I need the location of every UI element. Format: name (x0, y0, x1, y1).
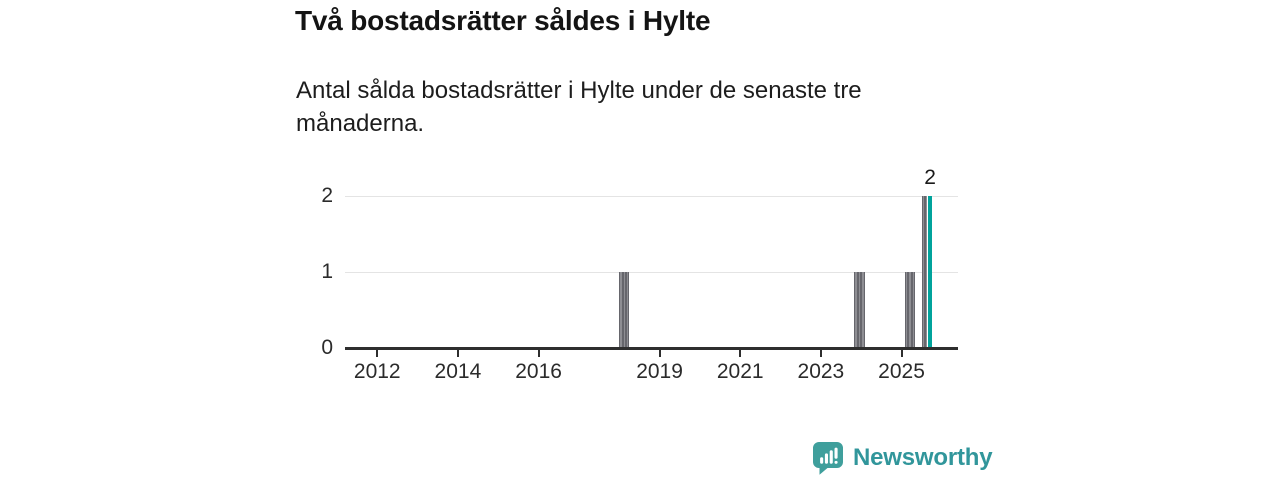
y-axis-label: 2 (321, 184, 333, 207)
x-axis-tick (819, 349, 822, 357)
x-axis-tick (658, 349, 661, 357)
bar (904, 272, 909, 348)
x-axis-label: 2025 (878, 360, 925, 383)
bar (925, 196, 929, 348)
y-axis-label: 1 (321, 260, 333, 283)
x-axis-tick (900, 349, 903, 357)
x-axis-tick (456, 349, 459, 357)
bar (861, 272, 865, 348)
x-axis-label: 2016 (515, 360, 562, 383)
x-axis-label: 2019 (636, 360, 683, 383)
bar (921, 196, 926, 348)
x-axis-tick (537, 349, 540, 357)
x-axis-label: 2012 (353, 360, 401, 383)
chart-title: Två bostadsrätter såldes i Hylte (295, 5, 711, 36)
gridline (345, 272, 958, 273)
bar (854, 272, 858, 348)
x-axis-label: 2014 (434, 360, 482, 383)
brand-name: Newsworthy (853, 444, 993, 471)
bar (911, 272, 915, 348)
x-axis-line (345, 346, 958, 350)
brand-footer: Newsworthy (812, 441, 993, 475)
x-axis-label: 2021 (716, 360, 764, 383)
bar (619, 272, 623, 348)
chart-subtitle: Antal sålda bostadsrätter i Hylte under … (296, 77, 862, 138)
bar (908, 272, 912, 348)
newsworthy-logo-icon (812, 441, 844, 475)
x-axis-tick (376, 349, 379, 357)
gridline (345, 196, 958, 197)
bar (622, 272, 626, 348)
bar (857, 272, 862, 348)
x-axis-tick (739, 349, 742, 357)
x-axis-label: 2023 (797, 360, 845, 383)
bar-value-annotation: 2 (924, 166, 936, 189)
highlight-bar (928, 196, 932, 348)
bar (625, 272, 630, 348)
y-axis-label: 0 (321, 336, 333, 359)
